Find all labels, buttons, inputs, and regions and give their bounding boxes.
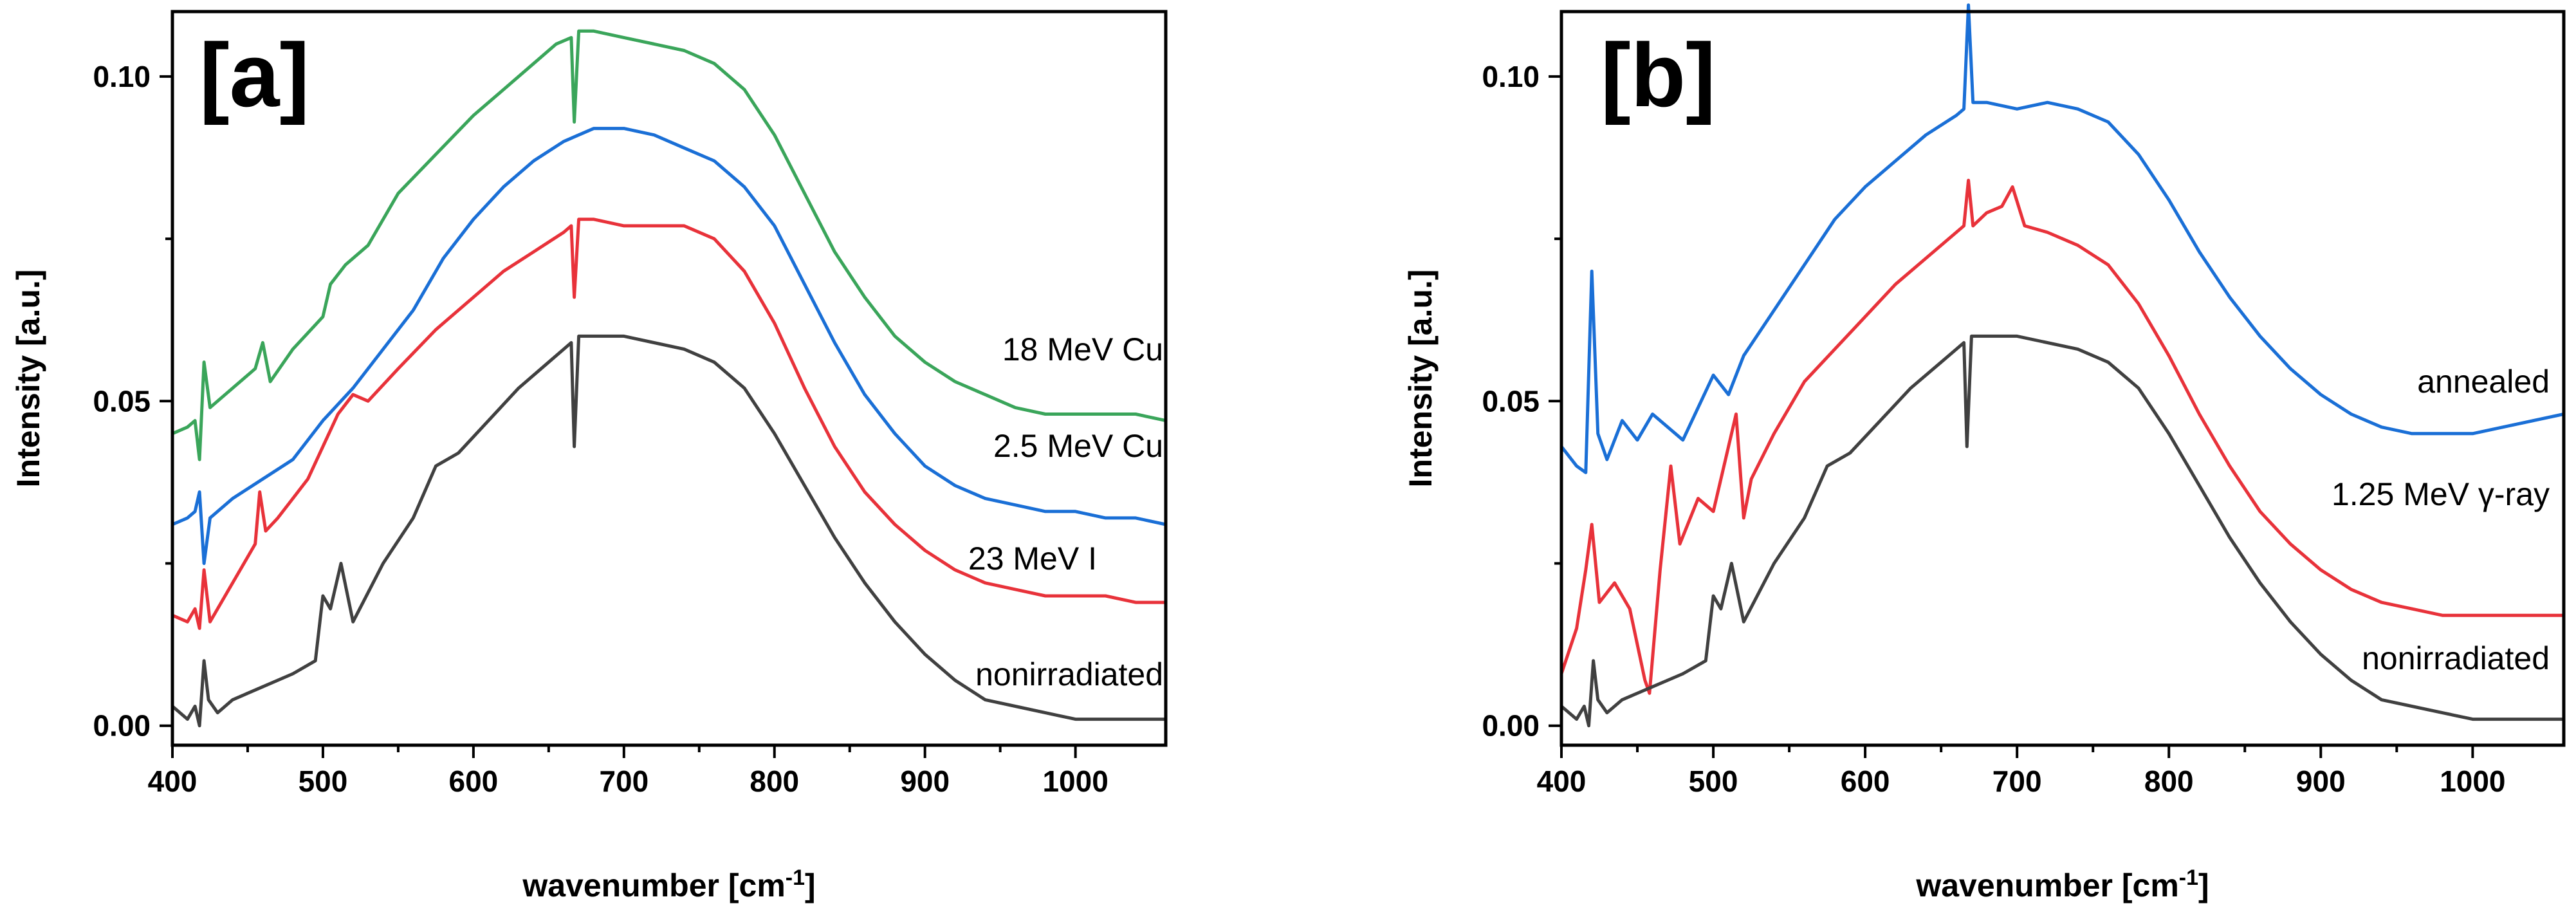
plot-frame-a: [170, 10, 1168, 747]
y-axis-title-b: Intensity [a.u.]: [1403, 270, 1439, 488]
panel-b-chart: 400 500 600 700 800 900 1000 0.00 0.05 0.10 wavenu…: [1403, 3, 2566, 903]
x-tick-label-a-600: 600: [449, 764, 499, 798]
panel-a-chart: 400 500 600 700 800 900 1000 0.00 0.05 0.10 wavenu…: [10, 10, 1168, 903]
series-label-a-4: nonirradiated: [975, 656, 1163, 692]
y-tick-label-b-0: 0.00: [1482, 709, 1540, 743]
x-tick-label-a-700: 700: [599, 764, 649, 798]
series-line-b-3: [1559, 334, 2566, 728]
x-tick-label-a-1000: 1000: [1042, 764, 1108, 798]
y-tick-label-b-1: 0.05: [1482, 384, 1540, 418]
series-line-b-1: [1559, 3, 2566, 474]
y-axis-title-a: Intensity [a.u.]: [10, 270, 46, 488]
y-tick-label-a-1: 0.05: [93, 384, 151, 418]
x-tick-label-a-800: 800: [750, 764, 799, 798]
x-tick-label-b-600: 600: [1841, 764, 1890, 798]
series-label-b-3: nonirradiated: [2362, 640, 2550, 676]
series-label-b-2: 1.25 MeV γ-ray: [2332, 476, 2550, 512]
x-tick-label-a-900: 900: [900, 764, 950, 798]
series-line-a-4: [170, 334, 1168, 728]
y-tick-label-a-2: 0.10: [93, 60, 151, 93]
series-label-a-1: 18 MeV Cu: [1002, 331, 1163, 367]
series-line-a-2: [170, 127, 1168, 565]
y-tick-label-b-2: 0.10: [1482, 60, 1540, 93]
series-label-a-3: 23 MeV I: [968, 541, 1097, 577]
x-axis-title-a: wavenumber [cm-1]: [522, 866, 815, 903]
x-tick-label-b-1000: 1000: [2440, 764, 2505, 798]
series-line-a-3: [170, 218, 1168, 630]
panel-label-b: [b]: [1601, 24, 1716, 125]
plot-frame-b: [1559, 10, 2566, 747]
x-tick-label-b-500: 500: [1689, 764, 1738, 798]
x-tick-label-b-700: 700: [1992, 764, 2042, 798]
x-tick-label-a-400: 400: [148, 764, 198, 798]
y-tick-label-a-0: 0.00: [93, 709, 151, 743]
series-label-b-1: annealed: [2417, 364, 2550, 400]
x-tick-label-a-500: 500: [299, 764, 348, 798]
panel-label-a: [a]: [199, 24, 309, 125]
series-line-a-1: [170, 29, 1168, 461]
x-tick-label-b-400: 400: [1537, 764, 1587, 798]
x-axis-title-b: wavenumber [cm-1]: [1915, 866, 2209, 903]
x-tick-label-b-800: 800: [2144, 764, 2194, 798]
series-line-b-2: [1559, 178, 2566, 695]
series-label-a-2: 2.5 MeV Cu: [993, 428, 1163, 464]
x-tick-label-b-900: 900: [2296, 764, 2346, 798]
